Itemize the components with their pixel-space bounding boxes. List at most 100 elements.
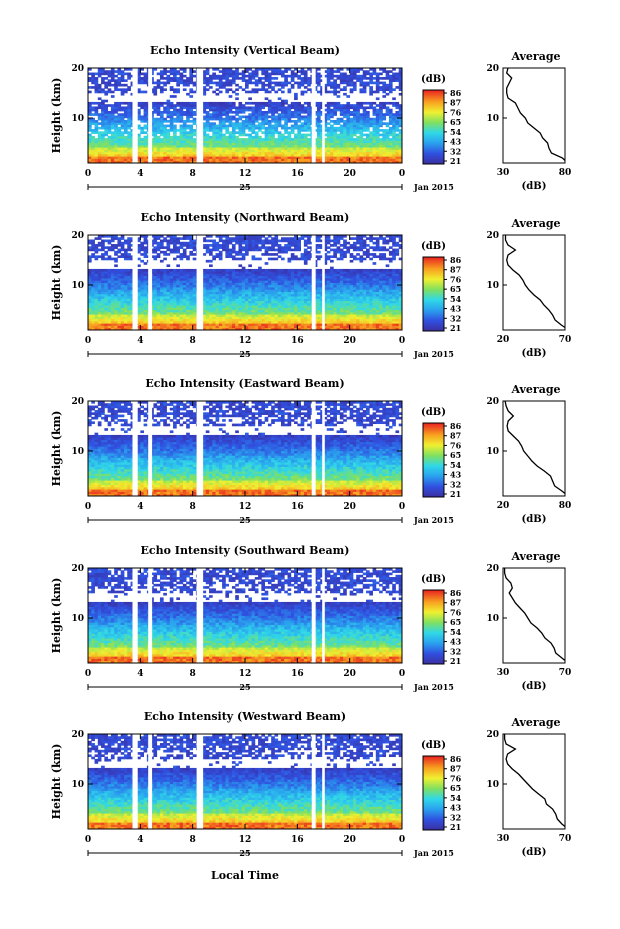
data-gap: [311, 235, 316, 330]
panel-2: Echo Intensity (Eastward Beam) 20 10 Height…: [50, 377, 571, 525]
profile-x-tick-label: 20: [497, 501, 510, 511]
colorbar-tick-label: 76: [450, 773, 462, 783]
profile-line: [504, 235, 566, 329]
date-label: Jan 2015: [413, 349, 454, 359]
x-tick-label: 0: [85, 669, 91, 679]
date-label: Jan 2015: [413, 182, 454, 192]
profile-title: Average: [510, 716, 560, 729]
profile-y-tick-label: 10: [486, 614, 499, 624]
x-tick-label: 8: [190, 835, 196, 845]
colorbar-tick-label: 65: [450, 450, 461, 460]
data-gap: [148, 734, 153, 829]
profile-line: [503, 734, 566, 828]
x-tick-label: 16: [291, 502, 304, 512]
profile-line: [504, 400, 566, 495]
data-gap: [322, 235, 325, 330]
data-gap: [311, 68, 316, 163]
colorbar-tick-label: 43: [450, 803, 462, 813]
profile-x-tick-label: 20: [497, 335, 510, 345]
profile-y-tick-label: 20: [486, 564, 499, 574]
data-gap: [196, 734, 204, 829]
panel-title: Echo Intensity (Westward Beam): [144, 710, 346, 723]
x-tick-label: 16: [291, 169, 304, 179]
profile-x-tick-label: 80: [559, 501, 572, 511]
colorbar-tick-label: 43: [450, 304, 462, 314]
data-gap: [132, 235, 138, 330]
y-axis-label: Height (km): [50, 744, 63, 820]
profile-x-tick-label: 70: [559, 335, 572, 345]
y-axis-label: Height (km): [50, 245, 63, 321]
x-tick-label: 4: [137, 169, 143, 179]
profile-frame: [502, 67, 566, 164]
colorbar-tick-label: 76: [450, 440, 462, 450]
y-axis-label: Height (km): [50, 411, 63, 487]
panel-title: Echo Intensity (Southward Beam): [141, 544, 350, 557]
y-tick-label: 20: [71, 730, 84, 740]
data-gap: [148, 401, 153, 496]
day-label: 25: [239, 349, 250, 359]
colorbar-tick-label: 54: [450, 294, 462, 304]
x-tick-label: 8: [190, 169, 196, 179]
panel-1: Echo Intensity (Northward Beam) 20 10 Heigh…: [50, 211, 571, 359]
colorbar-tick-label: 54: [450, 460, 462, 470]
day-label: 25: [239, 682, 250, 692]
colorbar-unit: (dB): [421, 407, 446, 418]
colorbar-tick-label: 86: [450, 421, 462, 431]
data-gap: [196, 568, 204, 663]
profile-title: Average: [510, 50, 560, 63]
profile-frame: [502, 234, 566, 331]
profile-y-tick-label: 20: [486, 231, 499, 241]
data-gap: [196, 68, 204, 163]
colorbar-unit: (dB): [421, 74, 446, 85]
colorbar-unit: (dB): [421, 574, 446, 585]
colorbar-tick-label: 32: [450, 646, 461, 656]
colorbar-tick-label: 54: [450, 793, 462, 803]
date-label: Jan 2015: [413, 848, 454, 858]
profile-title: Average: [510, 383, 560, 396]
profile-y-tick-label: 10: [486, 447, 499, 457]
colorbar-tick-label: 43: [450, 637, 462, 647]
date-label: Jan 2015: [413, 682, 454, 692]
x-tick-label: 20: [343, 669, 356, 679]
y-tick-label: 10: [71, 114, 84, 124]
colorbar: [422, 755, 445, 831]
data-gap: [311, 401, 316, 496]
day-label: 25: [239, 848, 250, 858]
colorbar-tick-label: 65: [450, 783, 461, 793]
x-tick-label: 0: [399, 835, 405, 845]
data-gap: [132, 68, 138, 163]
profile-x-label: (dB): [522, 348, 547, 359]
y-tick-label: 20: [71, 64, 84, 74]
colorbar-tick-label: 43: [450, 470, 462, 480]
x-tick-label: 4: [137, 336, 143, 346]
y-axis-label: Height (km): [50, 578, 63, 654]
colorbar-tick-label: 21: [450, 656, 461, 666]
day-label: 25: [239, 182, 250, 192]
panel-0: Echo Intensity (Vertical Beam) 20 10 Height…: [50, 44, 571, 192]
x-tick-label: 16: [291, 669, 304, 679]
x-tick-label: 4: [137, 502, 143, 512]
profile-x-tick-label: 30: [497, 668, 510, 678]
colorbar-tick-label: 65: [450, 617, 461, 627]
colorbar-unit: (dB): [421, 740, 446, 751]
data-gap: [322, 68, 325, 163]
profile-y-tick-label: 20: [486, 64, 499, 74]
y-tick-label: 20: [71, 397, 84, 407]
x-tick-label: 16: [291, 835, 304, 845]
panel-title: Echo Intensity (Northward Beam): [141, 211, 350, 224]
colorbar-tick-label: 76: [450, 107, 462, 117]
x-tick-label: 8: [190, 502, 196, 512]
day-label: 25: [239, 515, 250, 525]
x-tick-label: 0: [399, 669, 405, 679]
heatmap: [88, 568, 403, 664]
x-tick-label: 8: [190, 669, 196, 679]
colorbar-tick-label: 87: [450, 98, 461, 108]
data-gap: [148, 68, 153, 163]
data-gap: [196, 401, 204, 496]
x-tick-label: 4: [137, 835, 143, 845]
y-tick-label: 10: [71, 281, 84, 291]
panel-title: Echo Intensity (Vertical Beam): [150, 44, 340, 57]
profile-x-tick-label: 80: [559, 168, 572, 178]
profile-y-tick-label: 10: [486, 281, 499, 291]
